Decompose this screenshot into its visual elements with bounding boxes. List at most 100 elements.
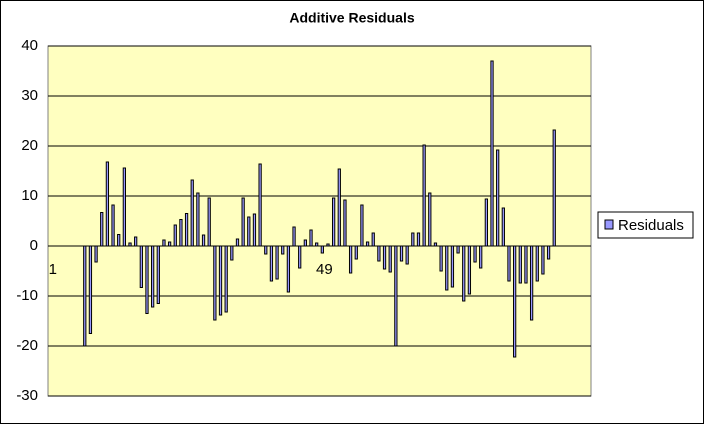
bar bbox=[513, 245, 517, 358]
bar bbox=[411, 232, 415, 247]
legend-box bbox=[597, 211, 694, 239]
bar bbox=[218, 245, 223, 316]
bar bbox=[490, 60, 494, 247]
bar bbox=[399, 245, 404, 262]
bar bbox=[184, 213, 189, 247]
x-tick-label: 49 bbox=[316, 261, 333, 278]
bar bbox=[535, 245, 539, 282]
bar bbox=[83, 245, 87, 347]
bar bbox=[162, 239, 166, 247]
bar bbox=[298, 245, 302, 269]
bar bbox=[292, 226, 296, 247]
bar bbox=[105, 161, 110, 247]
bar bbox=[360, 204, 364, 247]
bar bbox=[247, 216, 251, 247]
chart-title: Additive Residuals bbox=[289, 10, 414, 26]
bar bbox=[422, 144, 426, 247]
x-tick-label: 1 bbox=[49, 261, 57, 278]
legend-swatch bbox=[604, 219, 614, 230]
bar bbox=[156, 245, 160, 304]
bar bbox=[371, 232, 375, 247]
bar bbox=[416, 232, 421, 247]
bar bbox=[241, 197, 245, 247]
y-tick-label: 40 bbox=[21, 37, 38, 54]
bar bbox=[365, 241, 370, 247]
bar bbox=[529, 245, 534, 321]
bar bbox=[450, 245, 455, 288]
bar bbox=[122, 167, 126, 247]
bar bbox=[269, 245, 274, 282]
y-tick-label: 10 bbox=[21, 187, 38, 204]
bar bbox=[264, 245, 268, 255]
bar bbox=[139, 245, 143, 288]
bar bbox=[230, 245, 234, 261]
bar bbox=[213, 245, 217, 321]
bar bbox=[326, 243, 330, 247]
bar bbox=[496, 149, 500, 247]
bar bbox=[524, 245, 528, 284]
bar bbox=[518, 245, 522, 284]
bar bbox=[173, 224, 177, 247]
bar bbox=[484, 198, 488, 247]
bar bbox=[252, 213, 257, 247]
bar bbox=[134, 236, 138, 247]
bar bbox=[320, 245, 324, 254]
bar bbox=[111, 204, 115, 247]
y-tick-label: 20 bbox=[21, 137, 38, 154]
bar bbox=[337, 168, 341, 247]
bar bbox=[275, 245, 279, 280]
bar bbox=[207, 197, 211, 247]
bar bbox=[405, 245, 409, 265]
bar bbox=[354, 245, 358, 260]
y-tick-label: 30 bbox=[21, 87, 38, 104]
bar bbox=[377, 245, 381, 262]
bar bbox=[501, 207, 505, 247]
y-tick-label: 0 bbox=[30, 237, 38, 254]
bar bbox=[382, 245, 387, 270]
bar bbox=[201, 234, 206, 247]
bar bbox=[439, 245, 443, 272]
bar bbox=[94, 245, 98, 263]
y-tick-label: -30 bbox=[16, 387, 38, 404]
bar bbox=[479, 245, 483, 269]
bar bbox=[394, 245, 398, 347]
bar bbox=[145, 245, 149, 314]
bar bbox=[507, 245, 511, 282]
y-tick-label: -10 bbox=[16, 287, 38, 304]
bar bbox=[467, 245, 472, 295]
bar bbox=[258, 163, 262, 247]
bar bbox=[286, 245, 291, 293]
bar bbox=[235, 238, 240, 247]
bar bbox=[428, 192, 432, 247]
bar bbox=[167, 241, 172, 247]
bar bbox=[151, 245, 155, 308]
bar bbox=[128, 242, 132, 247]
bar bbox=[315, 242, 319, 247]
bar bbox=[332, 197, 336, 247]
bar bbox=[343, 199, 347, 247]
bar bbox=[190, 179, 194, 247]
bar bbox=[196, 192, 200, 247]
bar bbox=[388, 245, 392, 273]
bar bbox=[445, 245, 449, 291]
bar bbox=[309, 229, 313, 247]
bar bbox=[456, 245, 460, 254]
bar bbox=[100, 212, 104, 247]
bar bbox=[281, 245, 285, 255]
plot-area bbox=[47, 45, 592, 397]
bar bbox=[88, 245, 93, 334]
bar bbox=[541, 245, 545, 275]
bar bbox=[303, 239, 307, 247]
bar bbox=[433, 242, 438, 247]
bar bbox=[348, 245, 353, 274]
bar bbox=[462, 245, 466, 302]
bar bbox=[546, 245, 551, 260]
y-tick-label: -20 bbox=[16, 337, 38, 354]
bar bbox=[179, 219, 183, 247]
bar bbox=[473, 245, 477, 263]
bar bbox=[117, 234, 121, 247]
bar bbox=[224, 245, 228, 313]
bar bbox=[552, 129, 556, 247]
legend-label: Residuals bbox=[618, 217, 684, 234]
